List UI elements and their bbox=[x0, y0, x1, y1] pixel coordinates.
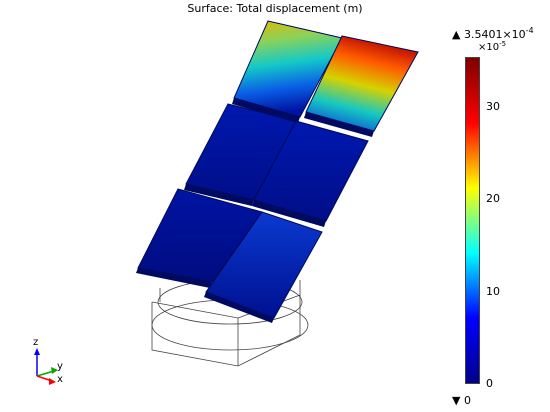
axis-y-label: y bbox=[57, 361, 63, 372]
panel-bottom-right bbox=[204, 211, 323, 323]
axis-x-label: x bbox=[57, 374, 63, 385]
panel-top-left bbox=[232, 20, 343, 123]
axis-z-label: z bbox=[33, 337, 39, 348]
panel-bottom-left bbox=[136, 188, 263, 288]
axis-triad bbox=[34, 348, 58, 385]
panel-middle-right bbox=[252, 120, 369, 227]
plot-title: Surface: Total displacement (m) bbox=[187, 2, 363, 15]
panel-top-right bbox=[304, 35, 419, 137]
